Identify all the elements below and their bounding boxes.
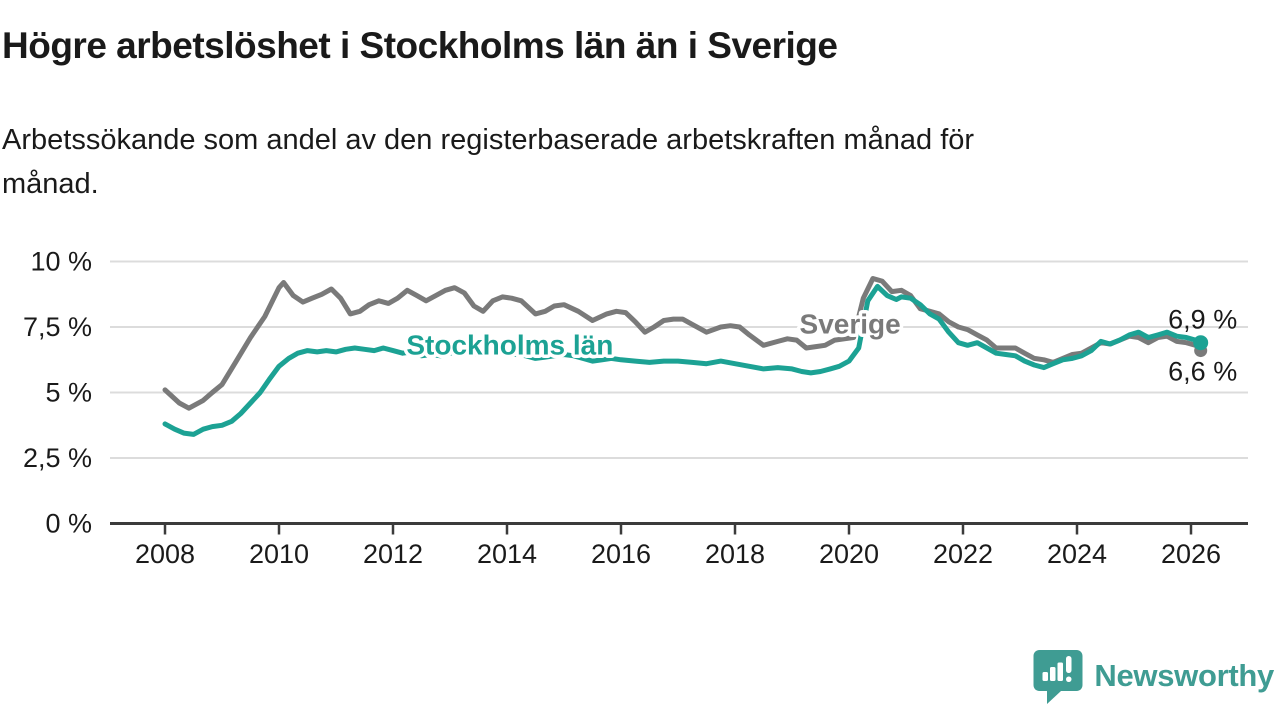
y-tick-label: 10 % bbox=[30, 247, 92, 277]
chart-subtitle-line-1: Arbetssökande som andel av den registerb… bbox=[2, 124, 975, 156]
newsworthy-logo: Newsworthy bbox=[1032, 648, 1274, 704]
x-tick-label: 2024 bbox=[1047, 539, 1107, 569]
series-label-sverige: Sverige bbox=[800, 308, 901, 339]
y-tick-label: 2,5 % bbox=[23, 443, 92, 473]
y-tick-label: 7,5 % bbox=[23, 312, 92, 342]
x-tick-label: 2018 bbox=[705, 539, 765, 569]
chart-subtitle-line-2: månad. bbox=[2, 168, 99, 200]
page-title: Högre arbetslöshet i Stockholms län än i… bbox=[2, 25, 838, 66]
y-tick-label: 0 % bbox=[45, 509, 92, 539]
series-label-stockholms-lan: Stockholms län bbox=[406, 329, 613, 360]
x-tick-label: 2008 bbox=[135, 539, 195, 569]
x-tick-label: 2014 bbox=[477, 539, 537, 569]
newsworthy-wordmark: Newsworthy bbox=[1094, 658, 1274, 693]
stockholm-line bbox=[162, 283, 1204, 437]
x-tick-label: 2026 bbox=[1161, 539, 1221, 569]
stockholm-line-end-dot bbox=[1193, 335, 1209, 351]
x-tick-label: 2022 bbox=[933, 539, 993, 569]
y-tick-label: 5 % bbox=[45, 378, 92, 408]
x-tick-label: 2020 bbox=[819, 539, 879, 569]
logo-bar-3 bbox=[1057, 662, 1064, 681]
x-tick-label: 2012 bbox=[363, 539, 423, 569]
sverige-line bbox=[162, 276, 1204, 411]
logo-exclamation-dot bbox=[1066, 676, 1072, 682]
logo-exclamation-bar bbox=[1066, 656, 1072, 673]
newsworthy-bubble-chart-icon bbox=[1033, 650, 1083, 704]
x-tick-label: 2010 bbox=[249, 539, 309, 569]
end-value-label-sverige: 6,6 % bbox=[1168, 357, 1237, 387]
end-value-label-stockholms-lan: 6,9 % bbox=[1168, 305, 1237, 335]
logo-bar-2 bbox=[1050, 667, 1056, 681]
x-tick-label: 2016 bbox=[591, 539, 651, 569]
logo-bar-1 bbox=[1042, 672, 1049, 681]
chart-subtitle: Arbetssökande som andel av den registerb… bbox=[2, 118, 1202, 206]
